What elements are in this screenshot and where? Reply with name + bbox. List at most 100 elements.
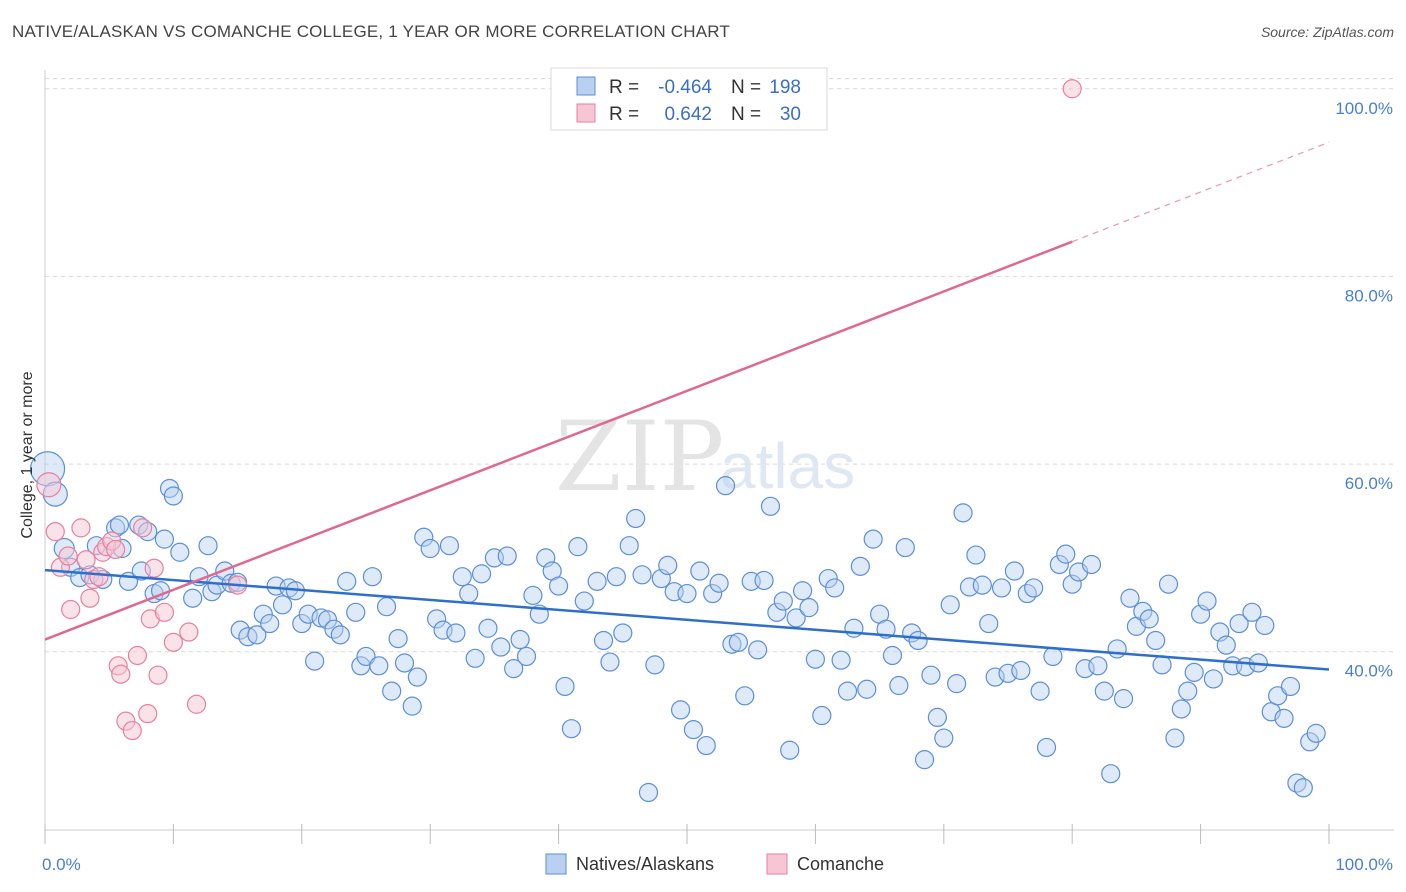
point-natives	[638, 782, 659, 803]
legend-r-value-1: -0.464	[658, 77, 712, 98]
point-natives	[934, 728, 954, 748]
point-natives	[388, 628, 408, 649]
point-natives	[1171, 699, 1191, 719]
point-natives	[1081, 554, 1102, 575]
point-natives	[850, 556, 870, 576]
point-natives	[626, 508, 646, 529]
point-natives	[402, 696, 422, 716]
legend-r-value-2: 0.642	[664, 104, 712, 125]
point-comanche	[61, 599, 81, 620]
point-natives	[459, 583, 479, 604]
point-natives	[1004, 561, 1025, 581]
point-natives	[735, 686, 755, 706]
point-natives	[337, 571, 357, 591]
legend-n-value-1: 198	[769, 77, 801, 98]
point-natives	[452, 567, 472, 587]
point-natives	[298, 604, 318, 624]
point-natives	[767, 602, 787, 622]
legend-r-label-2: R =	[609, 104, 639, 125]
point-natives	[317, 610, 338, 630]
x-tick-max: 100.0%	[1335, 855, 1393, 874]
point-natives	[154, 529, 175, 549]
point-natives	[1203, 669, 1224, 689]
point-natives	[555, 676, 575, 697]
point-natives	[330, 625, 350, 645]
point-natives	[198, 536, 218, 556]
point-natives	[837, 681, 858, 701]
point-natives	[376, 597, 397, 617]
point-natives	[882, 645, 903, 666]
point-natives	[709, 573, 729, 593]
point-comanche	[127, 645, 148, 666]
point-natives	[748, 640, 768, 660]
legend-box	[550, 67, 828, 131]
point-natives	[247, 625, 267, 645]
point-natives	[1120, 588, 1140, 608]
y-tick-label: 100.0%	[1335, 99, 1393, 118]
point-natives	[1146, 630, 1166, 651]
y-tick-label: 80.0%	[1345, 286, 1393, 305]
point-comanche	[36, 472, 62, 498]
grid-lines	[45, 77, 1394, 653]
y-tick-label: 60.0%	[1345, 474, 1393, 493]
point-natives	[1049, 554, 1069, 575]
y-tick-label: 40.0%	[1345, 662, 1393, 681]
point-natives	[516, 646, 537, 667]
point-natives	[1178, 681, 1198, 701]
point-natives	[696, 735, 716, 756]
point-natives	[183, 588, 203, 608]
point-natives	[504, 659, 524, 679]
point-natives	[921, 665, 941, 685]
point-natives	[574, 591, 594, 611]
point-natives	[1088, 656, 1108, 676]
point-natives	[414, 527, 434, 547]
point-natives	[799, 598, 819, 618]
point-natives	[362, 567, 383, 587]
point-natives	[1024, 578, 1044, 598]
point-comanche	[163, 632, 183, 652]
point-natives	[109, 515, 130, 535]
point-natives	[1197, 591, 1217, 611]
point-natives	[613, 623, 633, 643]
point-natives	[1094, 681, 1114, 701]
point-comanche	[154, 602, 175, 622]
point-natives	[619, 536, 639, 556]
point-natives	[1056, 544, 1076, 564]
bottom-legend-swatch-pink	[766, 853, 788, 875]
point-comanche	[122, 720, 142, 741]
point-natives	[1184, 662, 1204, 682]
point-natives	[1306, 723, 1326, 743]
point-natives	[272, 595, 293, 615]
point-natives	[1165, 728, 1185, 748]
point-comanche	[1062, 79, 1082, 99]
point-natives	[979, 613, 999, 634]
trend-line-natives	[44, 568, 1330, 671]
point-natives	[407, 667, 427, 687]
point-natives	[786, 608, 806, 628]
point-comanche	[148, 665, 168, 685]
point-natives	[966, 545, 986, 565]
point-natives	[561, 719, 582, 739]
point-natives	[1216, 635, 1236, 655]
point-comanche	[132, 518, 153, 538]
point-natives	[792, 581, 813, 601]
point-natives	[1062, 574, 1082, 594]
bottom-legend-label-natives: Natives/Alaskans	[576, 854, 714, 874]
x-tick-min: 0.0%	[42, 855, 81, 874]
point-natives	[831, 650, 851, 670]
point-comanche	[138, 704, 158, 724]
point-natives	[600, 652, 620, 672]
point-comanche	[106, 539, 126, 560]
point-natives	[818, 568, 838, 589]
point-natives	[1101, 764, 1121, 784]
point-natives	[908, 630, 928, 651]
legend-r-label-1: R =	[609, 77, 639, 98]
point-natives	[1268, 686, 1288, 706]
watermark-zip: ZIP	[555, 401, 724, 513]
point-natives	[953, 503, 973, 523]
point-natives	[1107, 639, 1127, 659]
point-natives	[491, 637, 511, 657]
point-natives	[1229, 613, 1249, 634]
y-axis-label: College, 1 year or more	[19, 371, 36, 538]
point-natives	[658, 555, 678, 576]
